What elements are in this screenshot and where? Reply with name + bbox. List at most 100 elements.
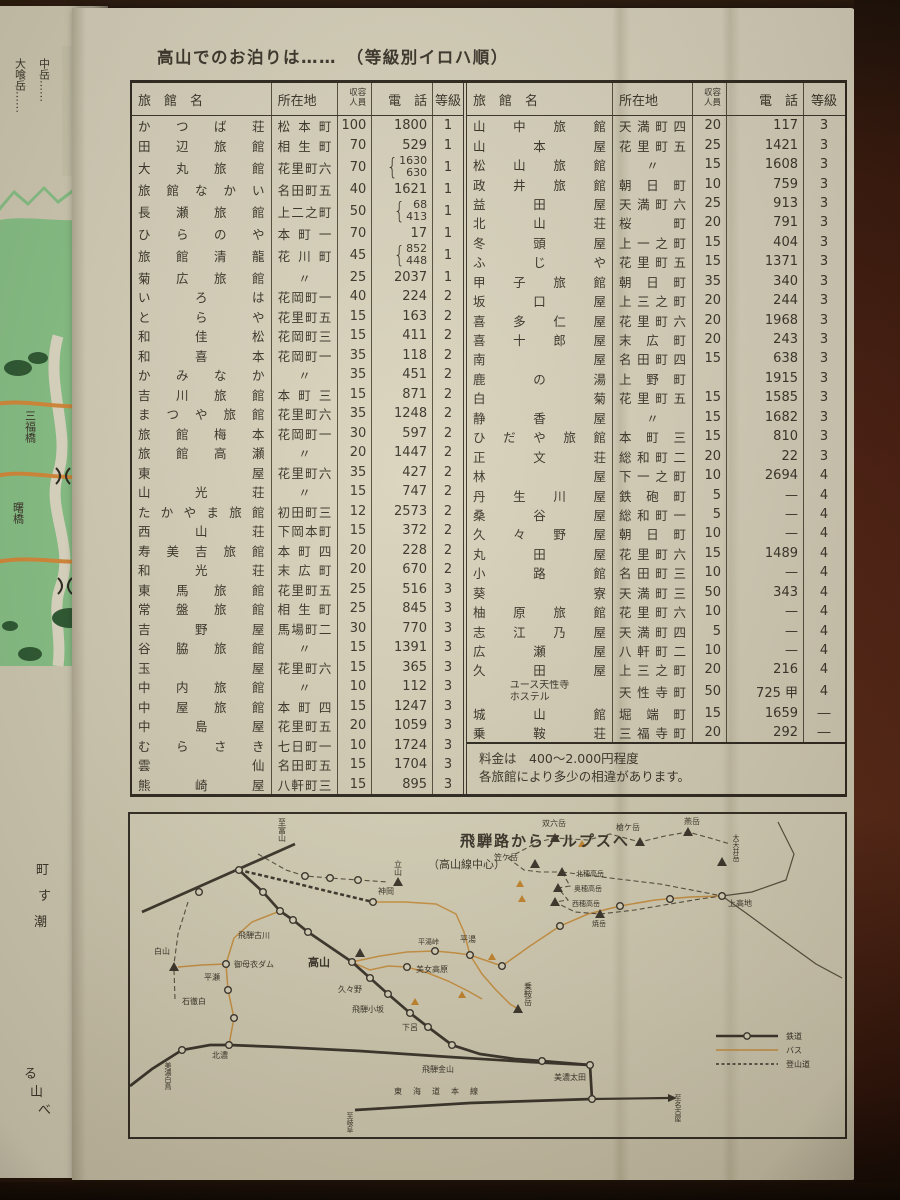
station-marker: [538, 1056, 547, 1065]
phone-number: 117: [727, 116, 804, 136]
phone-number: 340: [727, 271, 804, 291]
phone-number: 638: [727, 349, 804, 369]
map-label: 焼岳: [592, 919, 606, 928]
text-fragment-3: 潮: [34, 915, 47, 930]
grade-value: 4: [819, 468, 829, 484]
grade-value: 2: [443, 289, 453, 305]
table-row: 坂口屋上三之町 20 244 3: [467, 290, 845, 311]
phone-number: 1621: [372, 179, 434, 200]
map-label: 飛騨小坂: [352, 1004, 384, 1014]
grade-value: ―: [817, 725, 831, 741]
grade-value: 3: [819, 176, 829, 192]
grade-value: 1: [443, 118, 453, 134]
map-label: 奥穂高岳: [574, 884, 602, 893]
table-row: 旅館高瀬〃 20 1447 2: [132, 443, 463, 463]
station-marker: [258, 887, 267, 896]
table-row: 久田屋上三之町 20 216 4: [467, 660, 845, 680]
grade-value: 3: [819, 254, 829, 270]
grade-value: 3: [819, 409, 829, 425]
phone-number: 451: [372, 365, 434, 385]
peak-marker: [513, 1004, 523, 1013]
grade-value: 2: [443, 484, 453, 500]
table-row: 松山旅館〃 15 1608 3: [467, 154, 845, 175]
phone-number: 216: [727, 660, 804, 680]
station-marker: [403, 962, 412, 971]
grade-value: 2: [443, 464, 453, 480]
grade-value: 1: [443, 203, 453, 219]
table-row: 吉野屋馬場町二 30 770 3: [132, 618, 463, 639]
map-label: 大天井岳: [732, 833, 740, 862]
table-row: 熊崎屋八軒町三 15 895 3: [132, 774, 463, 795]
table-row: 山中旅館天満町四 20 117 3: [467, 116, 845, 136]
legend-label: バス: [786, 1046, 802, 1055]
table-row: 乗鞍荘三福寺町 20 292 ―: [467, 722, 845, 743]
map-label: 石徹白: [182, 996, 206, 1006]
table-row: かみなか〃 35 451 2: [132, 365, 463, 385]
map-label: 御母衣ダム: [234, 959, 274, 969]
map-label: 西穂高岳: [572, 899, 600, 908]
station-marker: [616, 901, 625, 910]
station-marker: [406, 1008, 415, 1017]
phone-number: 1704: [372, 755, 434, 775]
railway-line: [354, 1097, 593, 1112]
map-label: 久々野: [338, 984, 362, 994]
table-header-right: 旅 館 名 所在地 収容 人員 電 話 等級: [467, 83, 845, 116]
table-row: 北山荘桜町 20 791 3: [467, 213, 845, 233]
trail-line: [173, 969, 176, 1000]
brochure-page: 高山でのお泊りは…… （等級別イロハ順） 旅 館 名 所在地 収容 人員 電 話 …: [72, 8, 855, 1180]
table-row: 正文荘総和町二 20 22 3: [467, 446, 845, 466]
trail-line: [507, 857, 562, 873]
map-label: 槍ケ岳: [616, 822, 640, 832]
phone-number: 292: [727, 722, 804, 743]
table-row: 喜多仁屋花里町六 20 1968 3: [467, 310, 845, 330]
station-marker: [498, 961, 507, 970]
peak-marker: [595, 909, 605, 918]
grade-value: 1: [443, 181, 453, 197]
table-header-left: 旅 館 名 所在地 収容 人員 電 話 等級: [132, 83, 463, 116]
grade-value: 3: [819, 118, 829, 134]
table-row: 政井旅館朝日町 10 759 3: [467, 174, 845, 194]
phone-number: 365: [372, 657, 434, 678]
phone-number: 1447: [372, 443, 434, 463]
grade-value: 2: [443, 523, 453, 539]
route-map: 至富山 立山 神岡 飛騨古川 高山 御母衣ダム 平瀬 白山 石徹白 北濃 美濃白鳥 久々野 飛騨小坂 下呂…: [128, 812, 847, 1139]
phone-number: 1585: [727, 388, 804, 408]
station-marker: [194, 887, 203, 896]
legend-label: 登山道: [786, 1059, 810, 1069]
table-row: 西山荘下岡本町 15 372 2: [132, 521, 463, 541]
table-row: 山光荘〃 15 747 2: [132, 482, 463, 502]
header-name: 旅 館 名: [132, 83, 272, 115]
peak-marker-orange: [411, 998, 419, 1005]
grade-value: 2: [443, 562, 453, 578]
table-left-half: 旅 館 名 所在地 収容 人員 電 話 等級 かつば荘松本町 100 1800 1 田辺旅…: [132, 83, 464, 795]
grade-value: 3: [443, 737, 453, 753]
grade-value: 3: [819, 332, 829, 348]
fee-note-line-2: 各旅館により多少の相違があります。: [479, 769, 691, 785]
table-row: ひだや旅館本町三 15 810 3: [467, 427, 845, 447]
header-phone: 電 話: [372, 83, 434, 115]
table-row: 柚原旅館花里町六 10—4: [467, 601, 845, 622]
trail-line: [173, 901, 189, 965]
grade-value: 3: [443, 698, 453, 714]
peak-marker-orange: [578, 840, 586, 847]
phone-number: 224: [372, 287, 434, 307]
bus-road-line: [225, 910, 281, 1046]
grade-value: 4: [819, 662, 829, 678]
map-title: 飛騨路からアルプスへ: [459, 832, 630, 850]
peak-marker: [557, 867, 567, 876]
grade-value: 3: [819, 312, 829, 328]
table-rows-right: 山中旅館天満町四 20 117 3 山本屋花里町五 25 1421 3 松山旅館〃 15 1608 3…: [467, 116, 845, 743]
table-row: 谷脇旅館〃 15 1391 3: [132, 638, 463, 658]
peak-marker: [530, 859, 540, 868]
table-row: ふじや花里町五 15 1371 3: [467, 252, 845, 272]
grade-value: 3: [443, 640, 453, 656]
table-row: 常盤旅館相生町 25 845 3: [132, 599, 463, 619]
railway-hatched-line: [238, 868, 374, 904]
phone-number: 871: [372, 384, 434, 405]
text-fragment-6: べ: [38, 1103, 51, 1118]
phone-number: 243: [727, 329, 804, 350]
grade-value: 3: [819, 448, 829, 464]
table-row: 桑谷屋総和町一 5—4: [467, 504, 845, 525]
bridge-label-2: 曙橋: [12, 502, 25, 525]
peak-marker: [550, 897, 560, 906]
